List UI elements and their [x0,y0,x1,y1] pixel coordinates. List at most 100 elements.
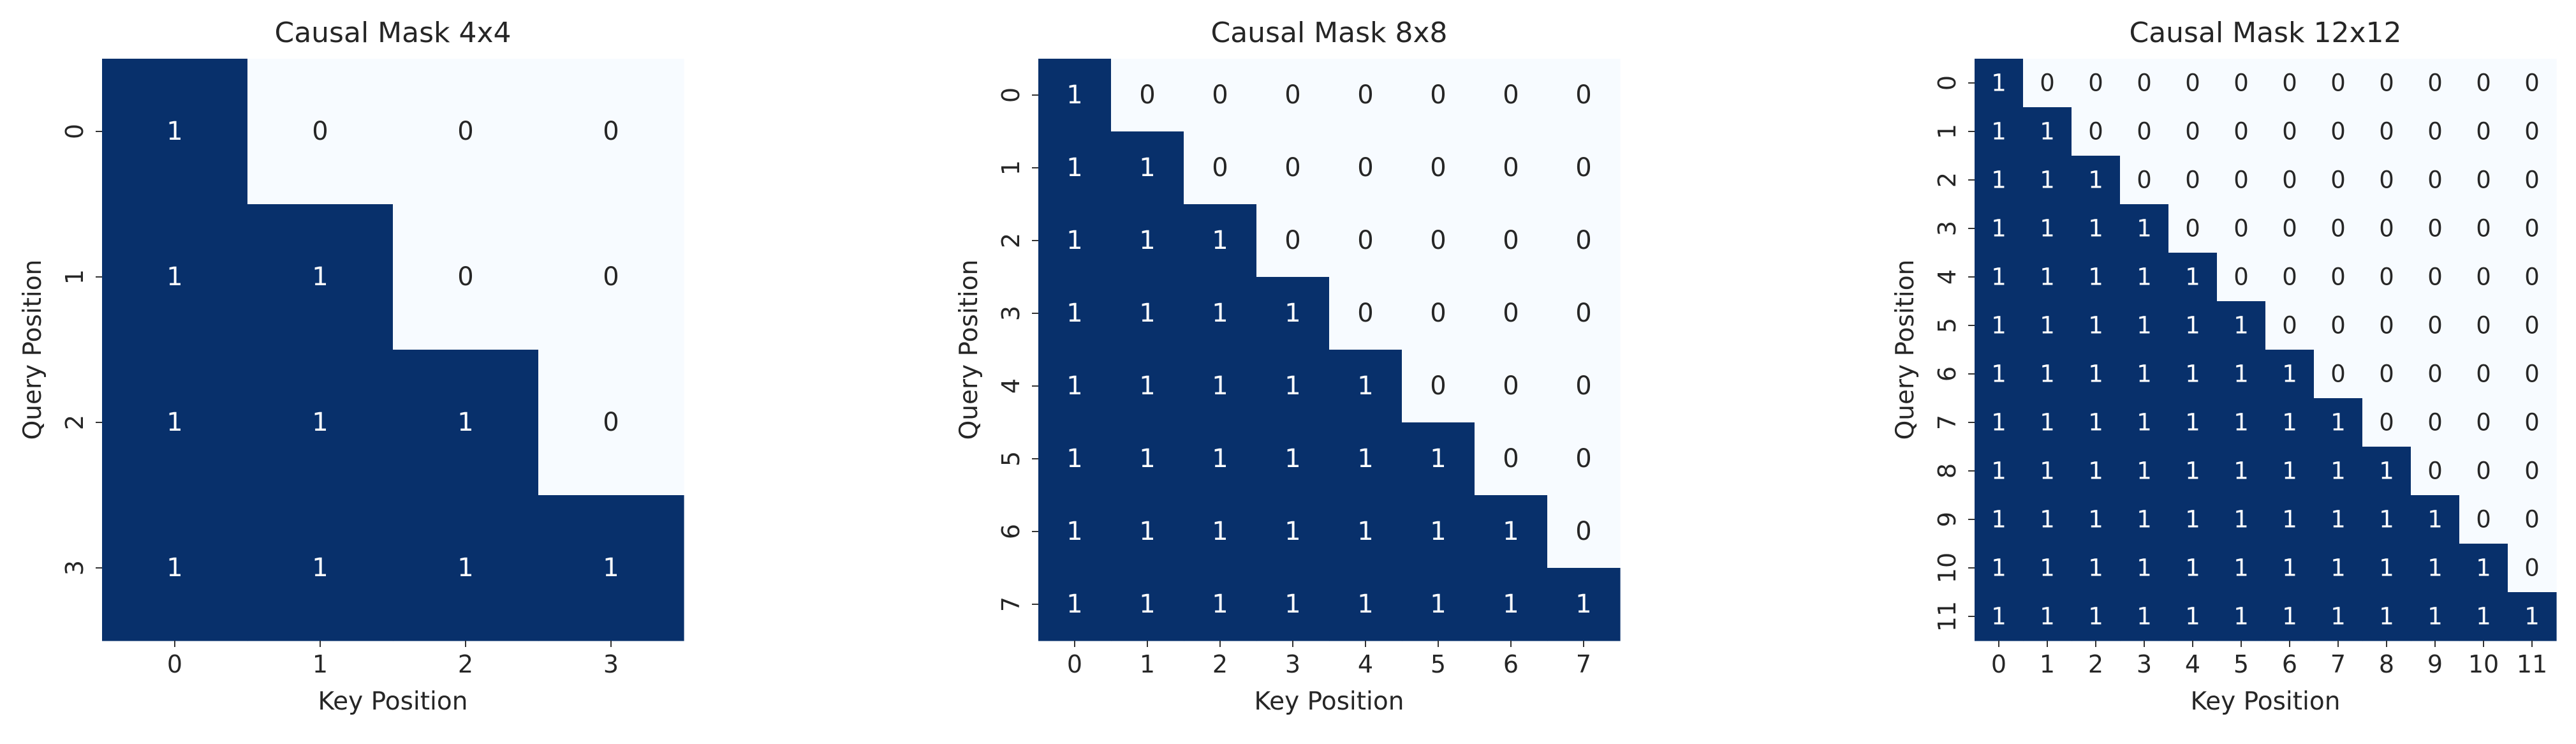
heatmap-cell [1975,204,2024,253]
heatmap-cell [2120,59,2169,108]
heatmap-cell [2459,495,2508,544]
cell-annotation: 0 [1357,80,1373,110]
x-tick-label: 0 [1991,650,2006,678]
cell-annotation: 0 [2524,215,2540,242]
cell-annotation: 0 [1430,153,1446,182]
heatmap-cell [2265,204,2315,253]
y-tick-label: 1 [997,160,1025,175]
cell-annotation: 1 [312,262,328,292]
cell-annotation: 0 [2379,409,2394,436]
cell-annotation: 1 [2040,409,2055,436]
cell-annotation: 1 [1284,444,1300,473]
cell-annotation: 1 [1357,371,1373,401]
heatmap-cell [1184,204,1257,278]
heatmap-cell [1547,277,1621,350]
cell-annotation: 1 [1212,590,1228,619]
heatmap-cell [1256,277,1330,350]
y-tick-label: 0 [61,124,89,139]
heatmap-cell [2508,156,2557,205]
y-tick-label: 4 [1933,269,1961,285]
heatmap-cell [2314,495,2363,544]
heatmap-cell [2508,398,2557,447]
cell-annotation: 1 [2524,603,2540,630]
heatmap-cell [2459,204,2508,253]
cell-annotation: 0 [1575,153,1591,182]
cell-annotation: 1 [2040,264,2055,291]
y-ticks: 0 1 2 3 [61,124,102,576]
cell-annotation: 0 [2282,264,2297,291]
heatmap-cell [538,350,684,496]
heatmap-cell [2023,156,2072,205]
heatmap-cell [1547,204,1621,278]
heatmap-cell [2265,447,2315,496]
cell-annotation: 0 [2137,167,2152,194]
heatmap-cell [2314,156,2363,205]
cell-annotation: 0 [2330,118,2346,145]
cell-annotation: 1 [2330,603,2346,630]
cell-annotation: 1 [2185,554,2200,582]
heatmap-cell [1975,350,2024,399]
heatmap-cell [2459,447,2508,496]
heatmap-cell [2411,447,2460,496]
heatmap-cell [2120,156,2169,205]
cell-annotation: 0 [1575,299,1591,328]
heatmap-cell [1329,59,1402,132]
y-tick-label: 1 [1933,124,1961,139]
cell-annotation: 1 [166,262,182,292]
cell-annotation: 0 [2330,215,2346,242]
cell-annotation: 0 [2137,118,2152,145]
cell-annotation: 1 [2088,554,2103,582]
heatmap-cell [1975,447,2024,496]
cell-annotation: 0 [603,408,619,437]
cell-annotation: 0 [1503,371,1519,401]
cell-annotation: 1 [1066,444,1082,473]
cell-annotation: 1 [2330,506,2346,533]
cell-annotation: 0 [2234,167,2249,194]
cell-annotation: 1 [1503,590,1519,619]
cell-annotation: 1 [1430,517,1446,546]
cell-annotation: 0 [2330,264,2346,291]
heatmap-cell [2217,59,2266,108]
heatmap-cell [1547,59,1621,132]
cell-annotation: 1 [1066,226,1082,255]
cell-annotation: 0 [2185,118,2200,145]
heatmap-cell [2023,350,2072,399]
cell-annotation: 1 [2234,506,2249,533]
heatmap-cell [2168,204,2218,253]
heatmap-cell [1329,422,1402,496]
cell-annotation: 1 [166,117,182,146]
cell-annotation: 1 [2088,458,2103,485]
y-tick-label: 5 [1933,318,1961,333]
heatmap-cell [2459,350,2508,399]
heatmap-cell [2072,301,2121,350]
heatmap-cell [2411,107,2460,156]
heatmap-cell [2314,301,2363,350]
heatmap-cell [1256,131,1330,205]
heatmap-cell [1111,350,1184,423]
cell-annotation: 1 [1991,167,2006,194]
cell-annotation: 1 [2088,361,2103,388]
heatmap-cell [2023,447,2072,496]
cell-annotation: 1 [2088,215,2103,242]
cell-annotation: 0 [2185,215,2200,242]
cell-annotation: 0 [2234,215,2249,242]
cell-annotation: 0 [2427,215,2443,242]
heatmap-cell [2217,495,2266,544]
heatmap-cell [2508,107,2557,156]
heatmap-cell [1256,495,1330,569]
cell-annotation: 1 [1066,153,1082,182]
heatmap-cell [2265,253,2315,302]
heatmap-cell [538,204,684,350]
heatmap-cell [1547,131,1621,205]
y-axis-label: Query Position [1891,260,1920,440]
heatmap-cell [1111,204,1184,278]
heatmap-cell [2411,398,2460,447]
cell-annotation: 0 [2524,70,2540,97]
cell-annotation: 1 [166,408,182,437]
cell-annotation: 1 [2137,361,2152,388]
heatmap-cell [2508,253,2557,302]
cell-annotation: 0 [2282,70,2297,97]
heatmap-cell [2168,398,2218,447]
cell-annotation: 0 [2040,70,2055,97]
cell-annotation: 0 [603,262,619,292]
